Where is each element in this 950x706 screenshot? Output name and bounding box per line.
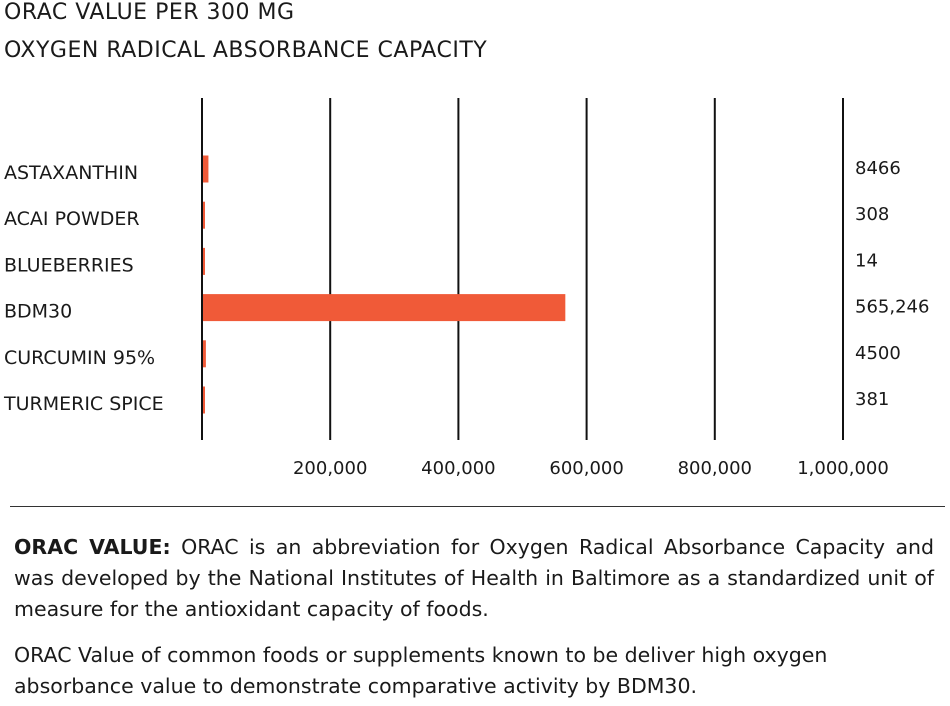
x-tick-label: 600,000: [549, 458, 623, 479]
value-label: 381: [855, 389, 889, 410]
bar-chart: 200,000 400,000 600,000 800,000 1,000,000 AST…: [3, 98, 929, 479]
category-label: TURMERIC SPICE: [3, 393, 164, 415]
x-tick-label: 400,000: [421, 458, 495, 479]
bar: [203, 155, 209, 183]
category-label: BLUEBERRIES: [4, 254, 134, 276]
bar: [203, 294, 566, 322]
orac-definition-heading: ORAC VALUE:: [14, 535, 171, 559]
bar: [203, 201, 205, 229]
category-label: CURCUMIN 95%: [4, 347, 155, 369]
bar: [203, 340, 206, 368]
value-label: 8466: [855, 158, 901, 179]
x-tick-label: 1,000,000: [797, 458, 889, 479]
value-label: 308: [855, 204, 889, 225]
category-label: ACAI POWDER: [4, 208, 140, 230]
bar: [203, 247, 205, 275]
category-label: ASTAXANTHIN: [4, 162, 138, 184]
divider: [10, 506, 945, 507]
orac-comparison-note: ORAC Value of common foods or supplement…: [14, 643, 828, 698]
chart-subtitle: OXYGEN RADICAL ABSORBANCE CAPACITY: [4, 38, 488, 63]
orac-definition: ORAC VALUE: ORAC is an abbreviation for …: [14, 532, 934, 625]
value-label: 565,246: [855, 297, 929, 318]
chart-title: ORAC VALUE PER 300 MG: [4, 0, 295, 25]
category-label: BDM30: [4, 301, 72, 323]
value-label: 14: [855, 250, 878, 271]
orac-definition-text: ORAC is an abbreviation for Oxygen Radic…: [14, 535, 935, 621]
value-label: 4500: [855, 343, 901, 364]
x-tick-label: 800,000: [678, 458, 752, 479]
x-tick-label: 200,000: [293, 458, 367, 479]
bar: [203, 386, 205, 414]
